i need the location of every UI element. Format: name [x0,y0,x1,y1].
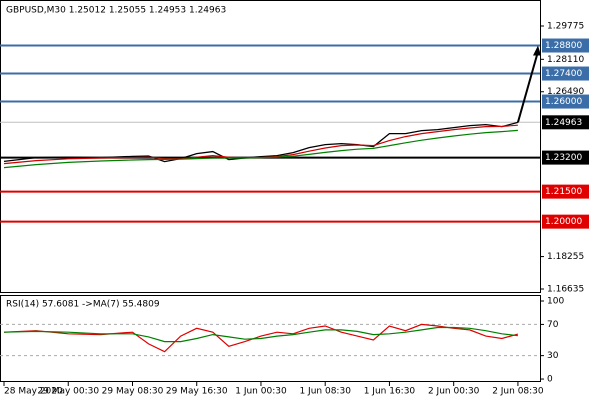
y-tick-label: 100 [547,297,564,307]
arrow-head [533,45,541,56]
series-line [3,323,519,353]
x-tick-label: 29 May 16:30 [166,387,228,397]
y-tick-label: 1.18255 [547,252,584,262]
series-line [3,124,518,165]
level-box [542,38,589,53]
x-tick-label: 28 May 2020 [4,387,63,397]
y-tick-label: 1.26490 [547,87,584,97]
level-label: 1.21500 [545,187,582,197]
x-tick-label: 1 Jun 08:30 [299,387,351,397]
y-tick-label: 1.16635 [547,284,584,294]
series-line [3,121,519,163]
x-tick-label: 29 May 08:30 [102,387,164,397]
x-tick-label: 2 Jun 00:30 [428,387,480,397]
x-tick-label: 2 Jun 08:30 [492,387,544,397]
chart-title: GBPUSD,M30 1.25012 1.25055 1.24953 1.249… [6,6,226,16]
level-label: 1.26000 [545,97,582,107]
current-price-label: 1.24963 [545,118,582,128]
y-tick-label: 1.29775 [547,21,584,31]
level-label: 1.28800 [545,41,582,51]
x-tick-label: 29 May 00:30 [37,387,99,397]
y-tick-label: 30 [547,351,559,361]
current-price-box [542,115,589,130]
price-frame [0,0,541,293]
series-line [3,129,518,169]
series-line [3,326,518,343]
level-box [542,214,589,229]
level-box [542,94,589,109]
level-label: 1.20000 [545,217,582,227]
x-tick-label: 1 Jun 00:30 [235,387,287,397]
level-label: 1.23200 [545,153,582,163]
level-label: 1.27400 [545,69,582,79]
level-box [542,66,589,81]
rsi-title: RSI(14) 57.6081 ->MA(7) 55.4809 [6,300,160,310]
rsi-frame [0,295,541,382]
y-tick-label: 1.28110 [547,55,584,65]
arrow-shaft [516,51,539,123]
level-box [542,150,589,165]
y-tick-label: 70 [547,320,559,330]
y-tick-label: 0 [547,375,553,385]
level-box [542,184,589,199]
x-tick-label: 1 Jun 16:30 [364,387,416,397]
